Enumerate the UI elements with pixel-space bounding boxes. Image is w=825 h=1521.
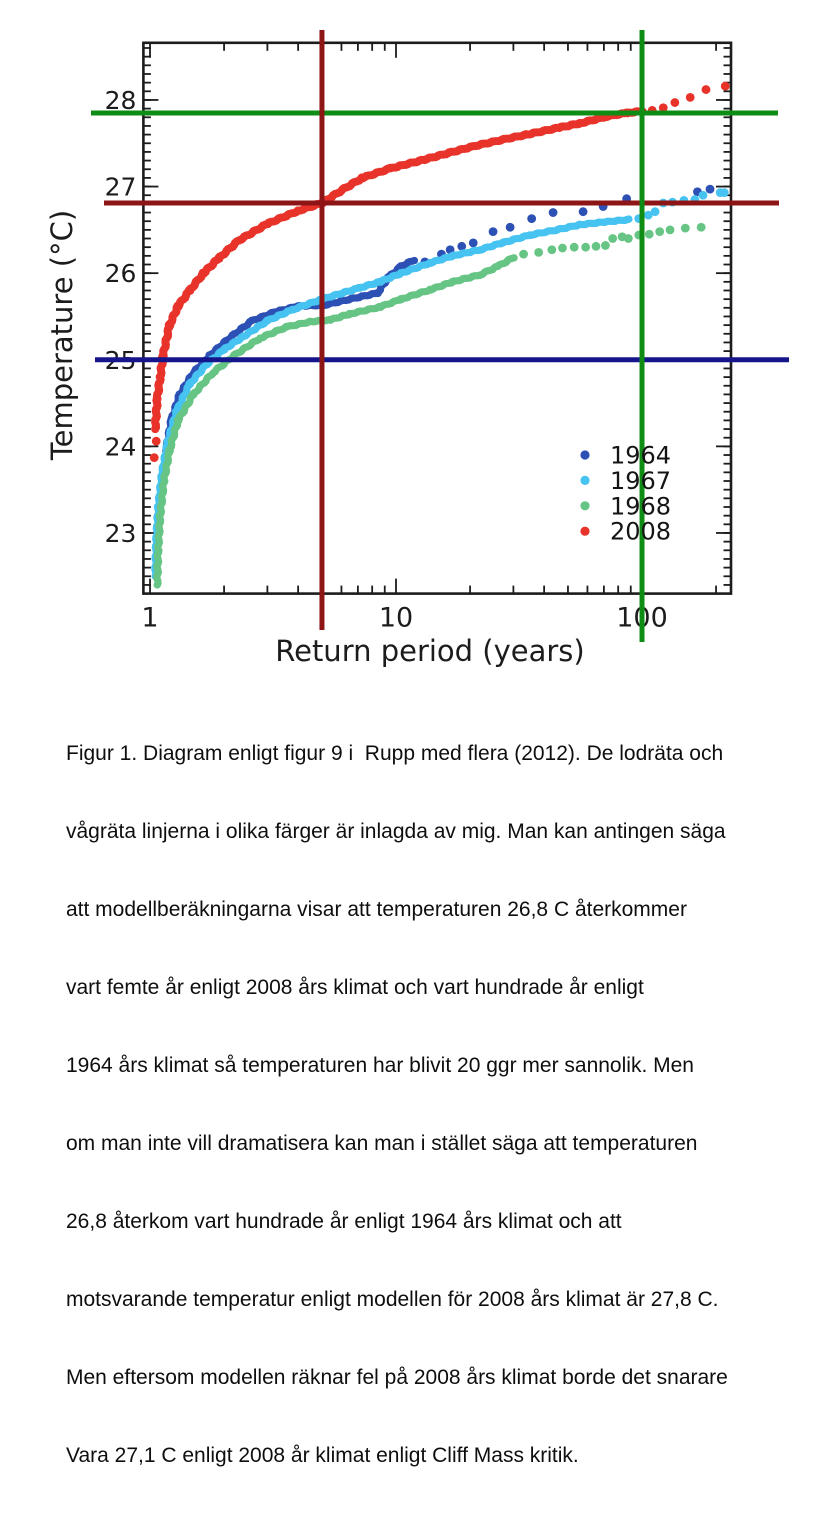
figure-caption: Figur 1. Diagram enligt figur 9 i Rupp m… <box>66 689 822 1521</box>
caption-line: vart femte år enligt 2008 års klimat och… <box>66 976 644 999</box>
figure: 1101002324252627281964196719682008 Retur… <box>45 30 789 1467</box>
legend-marker-1968 <box>580 501 590 511</box>
caption-line: vågräta linjerna i olika färger är inlag… <box>66 820 726 843</box>
legend-marker-2008 <box>580 526 590 536</box>
x-tick-label: 1 <box>141 603 158 634</box>
legend-label-1968: 1968 <box>610 492 671 520</box>
caption-line: Men eftersom modellen räknar fel på 2008… <box>66 1366 728 1389</box>
legend-entry-1967: 1967 <box>580 467 671 495</box>
caption-line: om man inte vill dramatisera kan man i s… <box>66 1132 698 1155</box>
y-tick-label: 23 <box>105 519 137 548</box>
y-tick-label: 28 <box>105 86 137 115</box>
legend-label-1964: 1964 <box>610 442 671 470</box>
y-axis-title: Temperature (°C) <box>45 210 79 461</box>
legend-entry-1968: 1968 <box>580 492 671 520</box>
caption-line: 1964 års klimat så temperaturen har bliv… <box>66 1054 694 1077</box>
legend-marker-1964 <box>580 450 590 460</box>
legend-marker-1967 <box>580 475 590 485</box>
series-1964-dots <box>162 184 715 455</box>
caption-line: motsvarande temperatur enligt modellen f… <box>66 1288 719 1311</box>
caption-line: Figur 1. Diagram enligt figur 9 i Rupp m… <box>66 742 724 765</box>
caption-line: 26,8 återkom vart hundrade år enligt 196… <box>66 1210 622 1233</box>
y-tick-label: 27 <box>105 173 137 202</box>
caption-line: Vara 27,1 C enligt 2008 år klimat enligt… <box>66 1444 579 1467</box>
legend-entry-1964: 1964 <box>580 442 671 470</box>
y-tick-label: 26 <box>105 259 137 288</box>
series-1968-dots <box>153 222 706 589</box>
legend-entry-2008: 2008 <box>580 518 671 546</box>
x-axis-title: Return period (years) <box>275 634 584 668</box>
x-tick-label: 10 <box>379 603 413 634</box>
plot-frame <box>142 41 733 595</box>
legend-label-2008: 2008 <box>610 518 671 546</box>
axis-ticks <box>143 42 731 595</box>
reference-lines <box>91 30 789 642</box>
caption-line: att modellberäkningarna visar att temper… <box>66 898 687 921</box>
return-period-chart: 1101002324252627281964196719682008 Retur… <box>45 30 789 668</box>
legend-label-1967: 1967 <box>610 467 671 495</box>
y-tick-label: 24 <box>105 432 137 461</box>
